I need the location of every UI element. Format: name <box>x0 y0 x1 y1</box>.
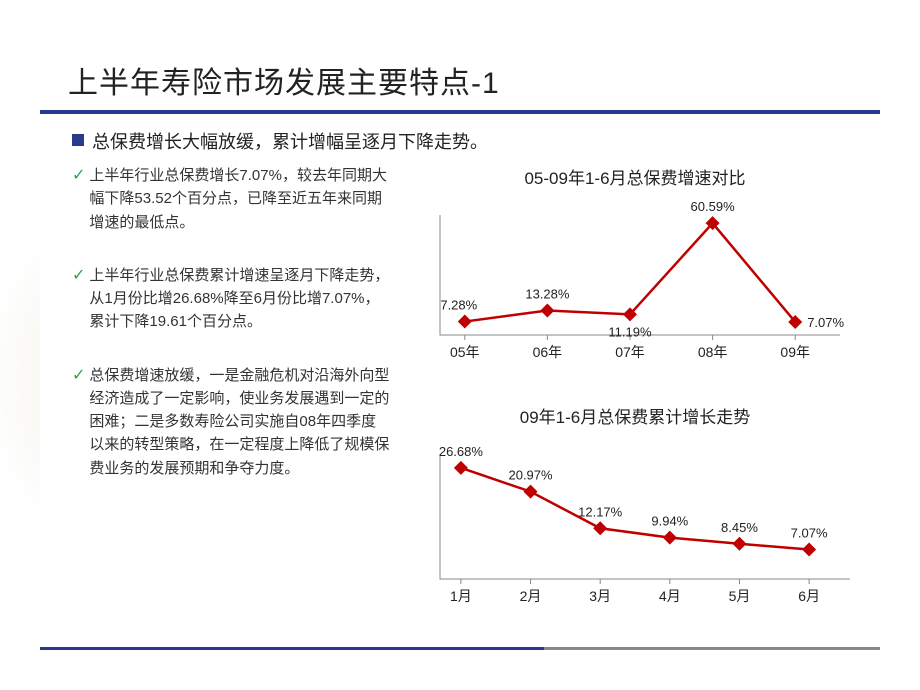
chart-1-title: 05-09年1-6月总保费增速对比 <box>410 164 860 189</box>
svg-text:5月: 5月 <box>729 588 751 604</box>
chart-2: 09年1-6月总保费累计增长走势 1月 2月 3月 4月 5月 6月 26.68% 20.97… <box>410 403 860 624</box>
left-column: ✓ 上半年行业总保费增长7.07%，较去年同期大幅下降53.52个百分点，已降至… <box>72 164 390 652</box>
chart-2-svg: 1月 2月 3月 4月 5月 6月 26.68% 20.97% 12.17% 9.94% 8.45%… <box>410 434 860 624</box>
right-column: 05-09年1-6月总保费增速对比 05年 06年 07年 08年 09年 7.28% 13… <box>410 164 860 652</box>
chart-1: 05-09年1-6月总保费增速对比 05年 06年 07年 08年 09年 7.28% 13… <box>410 164 860 375</box>
subhead-text: 总保费增长大幅放缓，累计增幅呈逐月下降走势。 <box>92 128 488 154</box>
svg-text:7.07%: 7.07% <box>807 315 844 330</box>
check-icon: ✓ <box>72 164 85 234</box>
svg-text:12.17%: 12.17% <box>578 504 623 519</box>
svg-text:6月: 6月 <box>798 588 820 604</box>
paragraph-text: 上半年行业总保费增长7.07%，较去年同期大幅下降53.52个百分点，已降至近五… <box>89 164 390 234</box>
subhead: 总保费增长大幅放缓，累计增幅呈逐月下降走势。 <box>40 128 880 164</box>
check-icon: ✓ <box>72 364 85 480</box>
svg-text:09年: 09年 <box>780 344 810 360</box>
svg-text:07年: 07年 <box>615 344 645 360</box>
svg-text:7.28%: 7.28% <box>440 298 477 313</box>
svg-text:1月: 1月 <box>450 588 472 604</box>
title-rule <box>40 110 880 114</box>
svg-text:05年: 05年 <box>450 344 480 360</box>
paragraph-text: 上半年行业总保费累计增速呈逐月下降走势，从1月份比增26.68%降至6月份比增7… <box>89 264 390 334</box>
svg-text:26.68%: 26.68% <box>439 444 484 459</box>
svg-text:13.28%: 13.28% <box>525 286 570 301</box>
chart-1-svg: 05年 06年 07年 08年 09年 7.28% 13.28% 11.19% 60.59% 7.… <box>410 195 860 375</box>
slide: 上半年寿险市场发展主要特点-1 总保费增长大幅放缓，累计增幅呈逐月下降走势。 ✓… <box>40 40 880 650</box>
svg-text:9.94%: 9.94% <box>651 514 688 529</box>
svg-text:60.59%: 60.59% <box>691 199 736 214</box>
chart-2-title: 09年1-6月总保费累计增长走势 <box>410 403 860 428</box>
bottom-rule <box>40 647 880 650</box>
check-icon: ✓ <box>72 264 85 334</box>
paragraph: ✓ 上半年行业总保费累计增速呈逐月下降走势，从1月份比增26.68%降至6月份比… <box>72 264 390 334</box>
paragraph: ✓ 总保费增速放缓，一是金融危机对沿海外向型经济造成了一定影响，使业务发展遇到一… <box>72 364 390 480</box>
content-row: ✓ 上半年行业总保费增长7.07%，较去年同期大幅下降53.52个百分点，已降至… <box>40 164 880 652</box>
svg-text:20.97%: 20.97% <box>508 468 553 483</box>
svg-text:4月: 4月 <box>659 588 681 604</box>
bullet-square-icon <box>72 134 84 146</box>
svg-text:3月: 3月 <box>589 588 611 604</box>
svg-text:8.45%: 8.45% <box>721 520 758 535</box>
paragraph-text: 总保费增速放缓，一是金融危机对沿海外向型经济造成了一定影响，使业务发展遇到一定的… <box>89 364 390 480</box>
svg-text:7.07%: 7.07% <box>791 526 828 541</box>
svg-text:06年: 06年 <box>533 344 563 360</box>
page-title: 上半年寿险市场发展主要特点-1 <box>40 40 880 110</box>
paragraph: ✓ 上半年行业总保费增长7.07%，较去年同期大幅下降53.52个百分点，已降至… <box>72 164 390 234</box>
svg-text:08年: 08年 <box>698 344 728 360</box>
svg-text:11.19%: 11.19% <box>608 324 652 339</box>
svg-text:2月: 2月 <box>520 588 542 604</box>
